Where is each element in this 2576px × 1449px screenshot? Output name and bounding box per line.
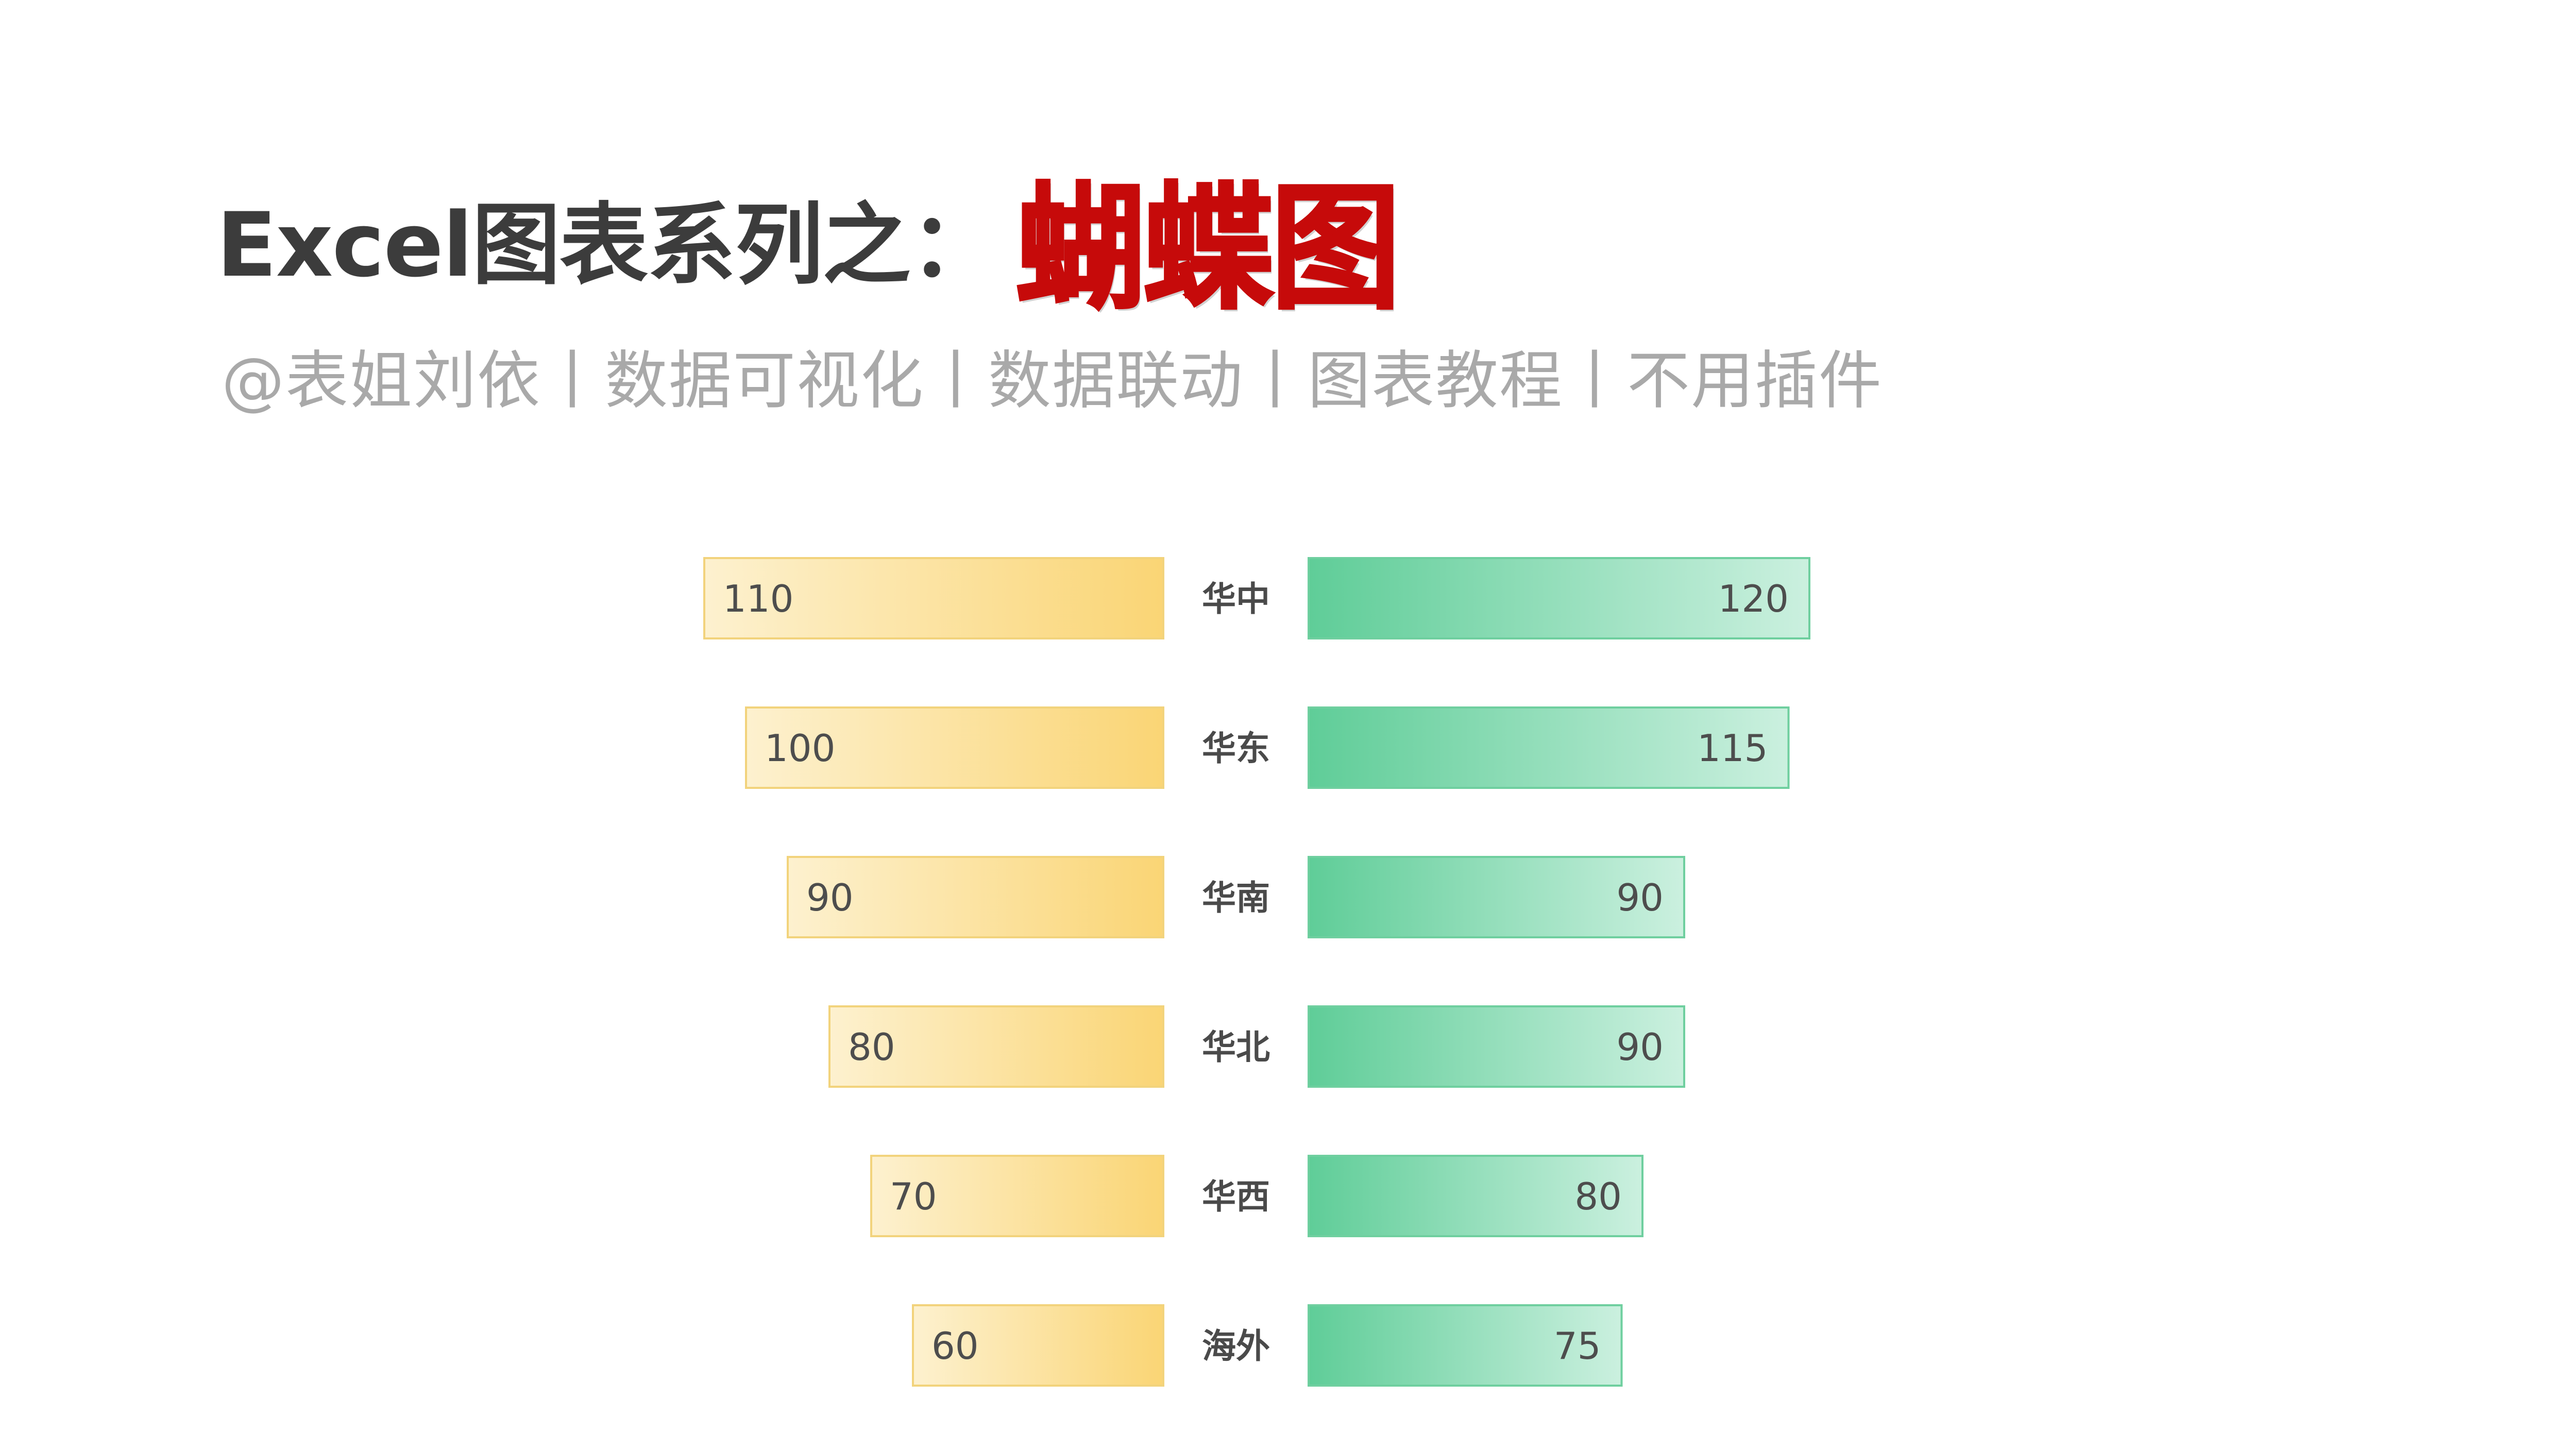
title-accent-text: 蝴蝶图 [1014, 169, 1402, 329]
right-bar-1 [1308, 706, 1790, 789]
left-bar-4 [870, 1155, 1164, 1237]
right-bar-value-1: 115 [1697, 727, 1768, 770]
right-bar-2 [1308, 856, 1685, 938]
left-bar-2 [787, 856, 1164, 938]
right-bar-4 [1308, 1155, 1643, 1237]
category-label-5: 海外 [1202, 1326, 1270, 1366]
left-bar-5 [912, 1304, 1164, 1387]
chart-bars: 110 120 华中 100 115 华东 90 90 华南 80 90 华北 70 80 华西 60 75 海外 [703, 557, 1810, 1387]
subtitle: @表姐刘依丨数据可视化丨数据联动丨图表教程丨不用插件 [222, 344, 1883, 417]
right-bar-value-0: 120 [1718, 577, 1789, 620]
right-bar-value-3: 90 [1616, 1025, 1664, 1069]
chart-title: Excel图表系列之： 蝴蝶图 [216, 139, 1406, 334]
left-bar-value-0: 110 [723, 577, 793, 620]
left-bar-value-3: 80 [848, 1025, 895, 1069]
category-label-1: 华东 [1202, 729, 1270, 768]
left-bar-value-4: 70 [890, 1175, 937, 1218]
title-main-text: Excel图表系列之： [216, 193, 998, 297]
right-bar-value-4: 80 [1574, 1175, 1622, 1218]
category-label-2: 华南 [1202, 878, 1270, 918]
category-label-0: 华中 [1202, 579, 1270, 619]
left-bar-value-2: 90 [806, 876, 854, 919]
right-bar-3 [1308, 1005, 1685, 1088]
left-bar-3 [828, 1005, 1164, 1088]
left-bar-value-5: 60 [931, 1324, 979, 1368]
right-bar-5 [1308, 1304, 1623, 1387]
category-label-3: 华北 [1202, 1027, 1270, 1067]
left-bar-value-1: 100 [765, 727, 835, 770]
right-bar-0 [1308, 557, 1810, 639]
right-bar-value-5: 75 [1554, 1324, 1601, 1368]
category-label-4: 华西 [1202, 1177, 1270, 1217]
left-bar-0 [703, 557, 1164, 639]
left-bar-1 [745, 706, 1164, 789]
right-bar-value-2: 90 [1616, 876, 1664, 919]
